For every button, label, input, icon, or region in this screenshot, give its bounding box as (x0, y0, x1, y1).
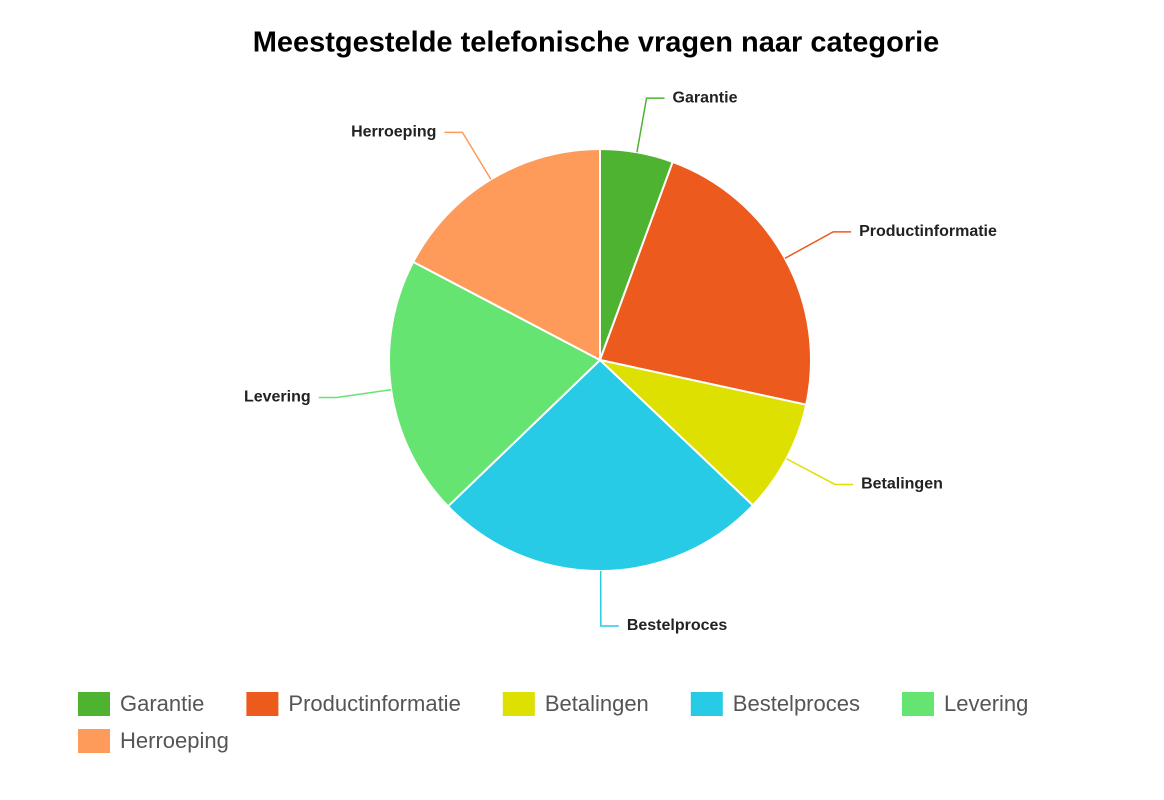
legend-swatch (690, 692, 723, 716)
slice-label: Herroeping (351, 124, 436, 141)
legend-swatch (246, 692, 279, 716)
pie-slice (446, 358, 755, 572)
pie-slice (411, 147, 601, 362)
legend-label: Levering (944, 691, 1028, 716)
leader-line (636, 97, 665, 153)
leader-line (786, 458, 854, 486)
leader-line (444, 131, 492, 180)
slice-label: Garantie (673, 89, 738, 106)
legend-label: Herroeping (120, 728, 229, 753)
legend-label: Betalingen (545, 691, 649, 716)
legend-label: Garantie (120, 691, 204, 716)
leader-line (318, 388, 392, 399)
slice-label: Bestelproces (627, 617, 728, 634)
legend-swatch (502, 692, 535, 716)
slice-label: Betalingen (861, 476, 943, 493)
legend-label: Productinformatie (288, 691, 460, 716)
leader-line (784, 231, 852, 260)
legend-swatch (78, 692, 110, 716)
leader-line (599, 570, 619, 627)
slice-label: Productinformatie (859, 223, 997, 240)
legend-label: Bestelproces (733, 691, 860, 716)
legend-swatch (78, 729, 110, 753)
slice-label: Levering (244, 389, 311, 406)
legend-swatch (901, 692, 934, 716)
chart-title: Meestgestelde telefonische vragen naar c… (253, 27, 940, 59)
pie-slice (598, 160, 812, 406)
